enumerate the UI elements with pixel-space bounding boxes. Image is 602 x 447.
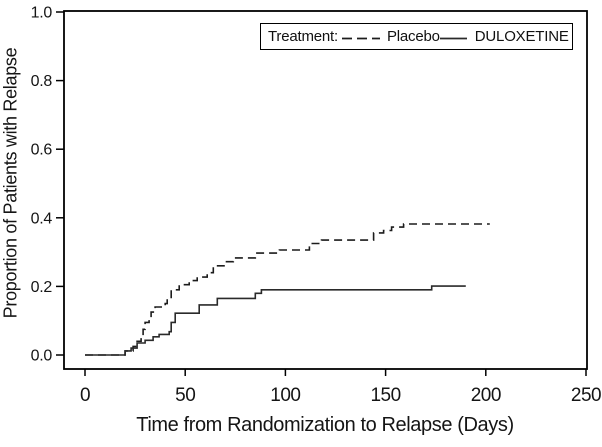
- legend-label-duloxetine: DULOXETINE: [474, 28, 569, 45]
- x-tick-label: 0: [80, 385, 90, 406]
- placebo-dashed-line-icon: [341, 28, 380, 45]
- duloxetine-solid-line-icon: [439, 28, 467, 45]
- placebo-curve: [85, 223, 490, 356]
- y-tick-label: 0.4: [31, 210, 53, 227]
- x-tick-label: 200: [471, 385, 501, 406]
- y-tick-label: 0.0: [31, 348, 53, 365]
- duloxetine-curve: [85, 285, 466, 356]
- legend-label-placebo: Placebo: [386, 28, 440, 45]
- plot-frame: [63, 10, 588, 370]
- legend-title: Treatment:: [268, 28, 338, 45]
- y-tick-label: 0.2: [31, 279, 53, 296]
- x-tick-label: 100: [270, 385, 300, 406]
- legend: Treatment: Placebo DULOXETINE: [260, 23, 573, 50]
- x-tick-label: 50: [175, 385, 195, 406]
- y-tick-label: 0.6: [31, 142, 53, 159]
- x-tick-label: 250: [571, 385, 601, 406]
- y-tick-label: 0.8: [31, 73, 53, 90]
- y-tick-label: 1.0: [31, 5, 53, 22]
- y-axis-title: Proportion of Patients with Relapse: [0, 47, 21, 319]
- x-tick-label: 150: [370, 385, 400, 406]
- x-axis-title: Time from Randomization to Relapse (Days…: [136, 414, 514, 436]
